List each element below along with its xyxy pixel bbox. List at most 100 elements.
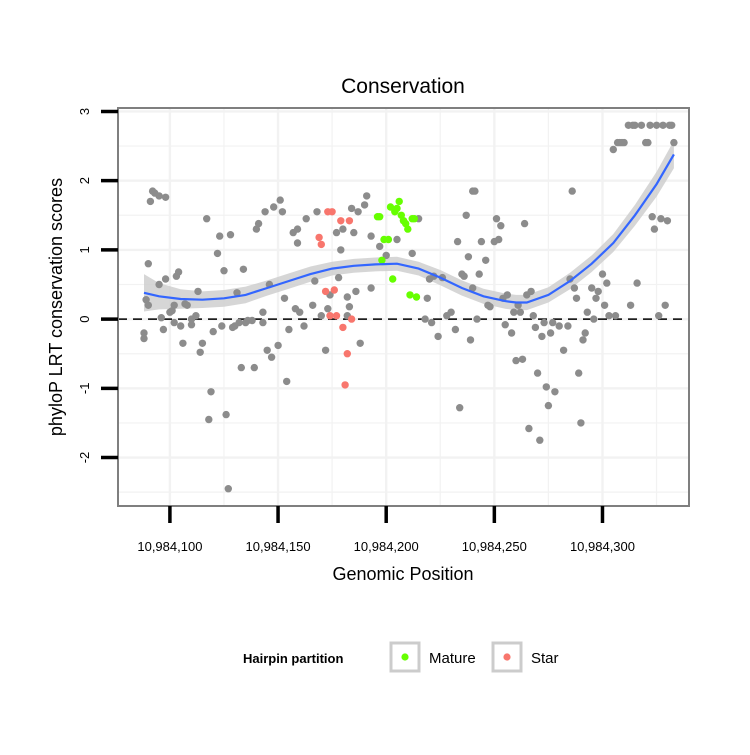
point-other-59: [270, 203, 278, 211]
point-other-156: [555, 322, 563, 330]
point-other-36: [218, 322, 226, 330]
point-other-31: [205, 415, 213, 424]
legend-dot-mature: [401, 653, 409, 661]
point-star-7: [332, 312, 341, 320]
point-other-28: [196, 348, 204, 356]
point-mature-13: [404, 225, 412, 233]
point-other-143: [525, 424, 533, 433]
point-other-201: [670, 138, 678, 147]
y-tick-label-4: 2: [77, 177, 92, 184]
point-other-100: [408, 249, 416, 258]
point-other-122: [473, 315, 481, 323]
point-other-29: [198, 339, 207, 347]
point-other-195: [657, 215, 665, 223]
point-other-13: [161, 193, 170, 201]
point-other-43: [233, 289, 241, 297]
point-mature-5: [386, 203, 395, 211]
point-other-171: [594, 287, 602, 296]
point-other-137: [512, 356, 520, 365]
point-other-37: [220, 267, 228, 275]
point-other-167: [583, 308, 591, 316]
point-other-134: [503, 291, 511, 299]
point-other-135: [507, 329, 516, 337]
point-other-50: [250, 363, 258, 372]
point-other-45: [237, 363, 245, 372]
point-other-40: [226, 231, 235, 239]
point-other-77: [321, 346, 330, 354]
point-other-191: [648, 213, 656, 221]
point-other-131: [497, 222, 505, 230]
x-tick-label-3: 10,984,250: [462, 539, 527, 554]
point-other-35: [216, 232, 224, 240]
point-other-130: [495, 235, 503, 244]
point-other-111: [451, 325, 460, 334]
point-other-30: [203, 215, 211, 223]
point-star-0: [315, 233, 323, 242]
point-other-54: [259, 318, 267, 327]
legend-entry-star: Star: [491, 641, 559, 673]
point-other-173: [600, 301, 609, 309]
point-other-120: [469, 284, 477, 292]
point-other-72: [302, 215, 310, 223]
legend-entry-mature: Mature: [389, 641, 476, 673]
point-other-91: [356, 339, 364, 347]
point-other-172: [598, 270, 607, 278]
point-other-183: [626, 301, 635, 309]
point-other-185: [631, 121, 639, 129]
point-other-165: [579, 336, 587, 344]
legend-title: Hairpin partition: [243, 651, 343, 666]
point-mature-8: [393, 204, 401, 213]
point-other-175: [605, 312, 613, 320]
point-other-141: [520, 219, 529, 228]
point-other-95: [367, 232, 375, 240]
point-other-69: [293, 225, 302, 233]
point-other-38: [222, 410, 230, 419]
point-other-124: [477, 237, 486, 246]
point-other-62: [278, 208, 287, 216]
point-star-9: [339, 323, 347, 332]
point-other-148: [536, 436, 544, 444]
point-other-56: [263, 346, 271, 354]
point-other-198: [663, 217, 672, 225]
point-other-33: [209, 327, 217, 336]
point-other-23: [183, 301, 191, 309]
chart-title: Conservation: [341, 75, 465, 98]
point-other-146: [531, 323, 540, 332]
point-other-115: [460, 272, 468, 280]
point-other-190: [646, 121, 654, 129]
point-other-112: [453, 237, 462, 246]
point-other-186: [633, 279, 641, 287]
point-other-153: [546, 329, 555, 337]
legend-label-mature: Mature: [429, 650, 476, 667]
point-other-194: [655, 312, 663, 320]
point-other-94: [367, 284, 375, 292]
point-other-39: [224, 485, 232, 493]
point-other-86: [345, 303, 354, 311]
point-other-90: [354, 208, 362, 216]
point-other-162: [572, 294, 581, 302]
points-layer: [140, 121, 678, 493]
point-star-12: [345, 217, 354, 225]
point-other-158: [564, 322, 572, 330]
point-other-3: [144, 301, 152, 309]
point-mature-4: [384, 235, 393, 244]
point-mature-16: [410, 215, 418, 223]
point-other-157: [559, 346, 568, 354]
point-other-58: [267, 353, 276, 361]
point-other-55: [261, 208, 269, 216]
point-other-78: [324, 305, 332, 313]
y-tick-label-0: -2: [77, 452, 92, 464]
point-other-52: [254, 219, 263, 228]
point-other-110: [447, 308, 455, 316]
point-other-147: [533, 369, 542, 377]
point-other-125: [482, 256, 490, 264]
x-tick-label-0: 10,984,100: [137, 539, 202, 554]
plot-panel: [117, 107, 690, 507]
point-other-2: [142, 296, 150, 304]
point-star-2: [321, 287, 330, 296]
point-mature-1: [376, 213, 384, 221]
point-other-154: [549, 318, 557, 327]
x-tick-label-2: 10,984,200: [354, 539, 419, 554]
point-other-145: [529, 312, 537, 320]
